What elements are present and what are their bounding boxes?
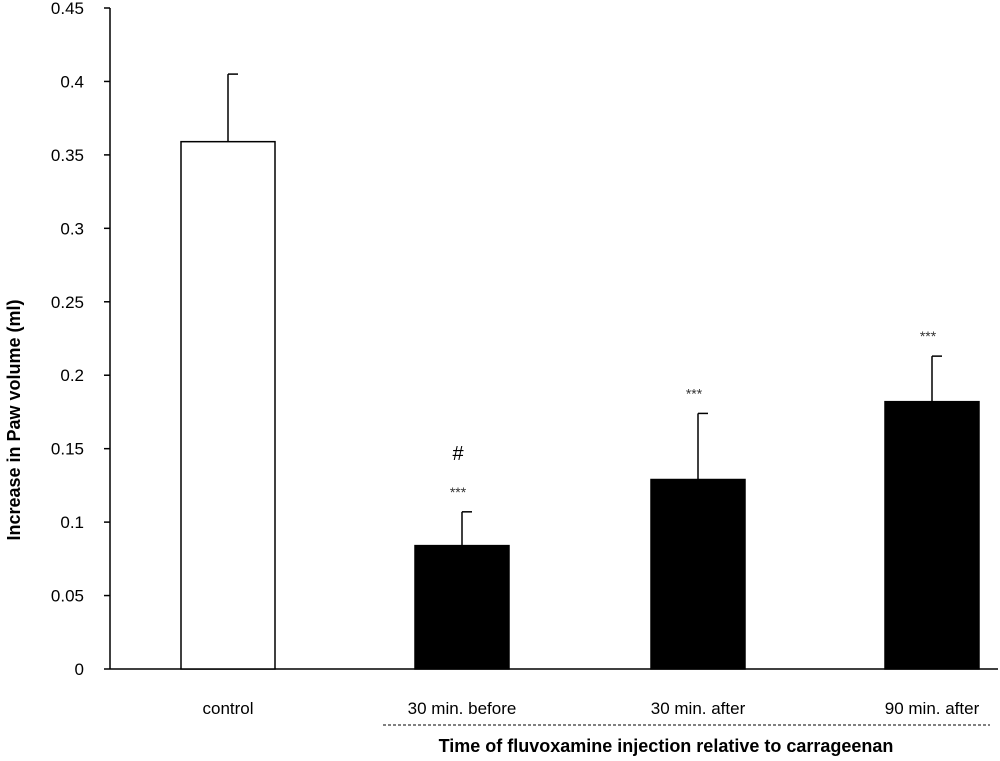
significance-label: *** <box>920 328 937 344</box>
y-axis-title: Increase in Paw volume (ml) <box>4 299 24 540</box>
significance-label: *** <box>450 484 467 500</box>
y-tick-label: 0.3 <box>60 219 84 238</box>
significance-label: *** <box>686 385 703 401</box>
bar <box>650 478 746 670</box>
x-axis-title: Time of fluvoxamine injection relative t… <box>439 736 894 756</box>
error-bars-group <box>227 73 942 546</box>
y-tick-label: 0.2 <box>60 366 84 385</box>
bars-group <box>180 140 980 670</box>
y-tick-label: 0.25 <box>51 293 84 312</box>
bar <box>414 544 510 670</box>
y-axis: 0 0.05 0.1 0.15 0.2 0.25 0.3 0.35 0.4 0.45 <box>51 0 111 679</box>
category-label: 90 min. after <box>885 699 980 718</box>
annotations-group: *** # *** *** <box>450 328 937 500</box>
category-label: 30 min. after <box>651 699 746 718</box>
y-tick-label: 0.05 <box>51 587 84 606</box>
y-tick-label: 0.15 <box>51 440 84 459</box>
hash-annotation: # <box>452 443 464 465</box>
bar <box>884 400 980 670</box>
y-tick-label: 0 <box>75 660 84 679</box>
y-tick-label: 0.1 <box>60 513 84 532</box>
category-label: 30 min. before <box>408 699 517 718</box>
y-ticks: 0 0.05 0.1 0.15 0.2 0.25 0.3 0.35 0.4 0.45 <box>51 0 110 679</box>
y-tick-label: 0.4 <box>60 72 84 91</box>
bar <box>180 140 276 670</box>
y-tick-label: 0.45 <box>51 0 84 18</box>
y-tick-label: 0.35 <box>51 146 84 165</box>
category-labels: control 30 min. before 30 min. after 90 min… <box>202 699 979 718</box>
category-label: control <box>202 699 253 718</box>
